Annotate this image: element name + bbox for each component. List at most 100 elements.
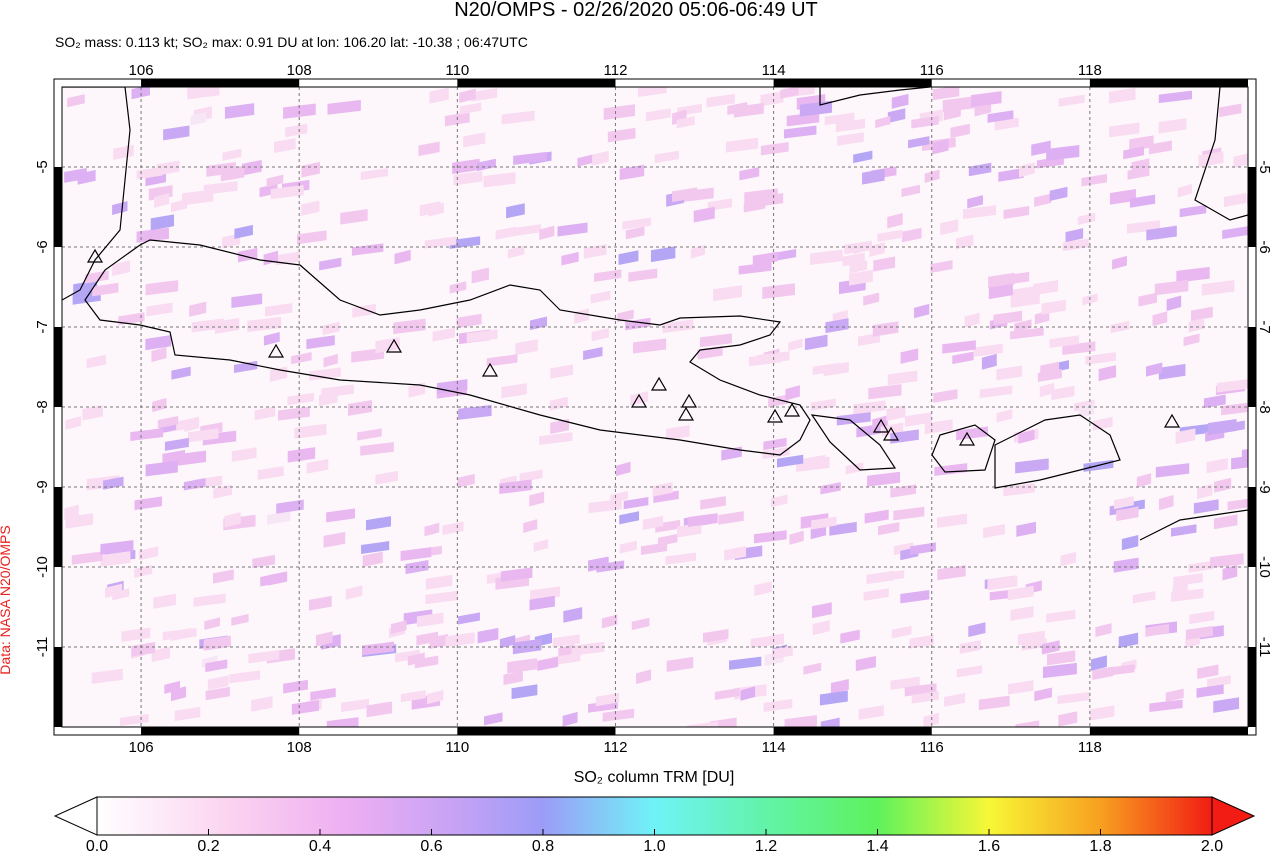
lat-tick-label: -11 <box>34 637 51 658</box>
so2-pixel <box>65 513 94 529</box>
so2-pixel <box>112 588 130 601</box>
so2-pixel <box>512 224 542 237</box>
so2-pixel <box>923 712 939 727</box>
so2-pixel <box>212 569 234 584</box>
so2-pixel <box>1222 226 1248 239</box>
so2-pixel <box>770 494 788 508</box>
so2-pixel <box>853 400 886 415</box>
so2-pixel <box>750 634 785 649</box>
so2-pixel <box>940 219 959 236</box>
so2-pixel <box>345 585 363 600</box>
frame-bar <box>773 727 932 735</box>
so2-pixel <box>171 366 191 380</box>
so2-pixel <box>119 713 149 726</box>
so2-pixel <box>901 227 922 243</box>
so2-pixel <box>603 104 636 120</box>
so2-pixel <box>561 251 579 266</box>
so2-pixel <box>254 406 276 421</box>
so2-pixel <box>1010 605 1034 621</box>
so2-pixel <box>840 629 860 644</box>
so2-pixel <box>91 668 123 684</box>
so2-pixel <box>260 573 281 587</box>
frame-bar <box>1248 327 1256 407</box>
so2-pixel <box>943 105 961 121</box>
so2-pixel <box>825 318 849 334</box>
so2-pixel <box>1188 318 1205 333</box>
so2-pixel <box>642 515 664 530</box>
lat-tick-label: -11 <box>1256 637 1272 658</box>
so2-pixel <box>887 212 903 229</box>
so2-pixel <box>934 463 968 476</box>
so2-pixel <box>495 226 517 240</box>
so2-pixel <box>156 160 180 176</box>
so2-pixel <box>607 127 636 143</box>
so2-pixel <box>988 283 1013 300</box>
so2-pixel <box>1223 193 1247 207</box>
so2-pixel <box>933 389 958 403</box>
so2-pixel <box>361 541 390 554</box>
so2-pixel <box>267 510 291 525</box>
so2-pixel <box>583 347 603 361</box>
so2-pixel <box>836 412 871 426</box>
so2-pixel <box>771 645 793 660</box>
so2-pixel <box>714 687 740 700</box>
so2-pixel <box>1129 194 1156 208</box>
so2-pixel <box>983 524 1005 539</box>
so2-pixel <box>952 351 974 365</box>
so2-pixel <box>666 656 694 673</box>
so2-pixel <box>154 193 170 208</box>
so2-pixel <box>145 335 172 351</box>
so2-pixel <box>868 384 902 400</box>
sumbawa-coast <box>994 414 1121 489</box>
so2-pixel <box>623 497 649 510</box>
so2-pixel <box>287 447 316 463</box>
so2-pixel <box>459 102 482 115</box>
so2-pixel <box>914 303 930 319</box>
so2-pixel <box>893 506 925 521</box>
so2-pixel <box>308 595 332 611</box>
so2-pixel <box>456 313 482 329</box>
colorbar-tick-label: 0.0 <box>86 838 108 853</box>
so2-pixel <box>1016 521 1036 537</box>
so2-pixel <box>844 240 872 255</box>
so2-pixel <box>231 613 249 626</box>
so2-pixel <box>416 631 439 646</box>
so2-pixel <box>67 94 85 108</box>
so2-pixel <box>971 91 1002 108</box>
so2-pixel <box>499 635 516 649</box>
so2-pixel <box>799 100 833 117</box>
tick-labels: 106 106 108 108 110 110 112 112 114 114 116 116 118 1… <box>34 62 1272 756</box>
so2-pixel <box>652 482 673 497</box>
lat-tick-label: -8 <box>1256 400 1272 413</box>
so2-pixel <box>188 428 219 443</box>
so2-pixel <box>955 234 974 250</box>
so2-pixel <box>1210 553 1244 569</box>
so2-pixel <box>1058 94 1085 107</box>
so2-pixel <box>1034 310 1050 325</box>
so2-pixel <box>706 93 735 108</box>
so2-pixel <box>963 205 997 219</box>
so2-pixel <box>452 158 480 175</box>
lon-tick-label: 114 <box>762 62 786 79</box>
so2-pixel <box>283 679 308 694</box>
lat-tick-label: -10 <box>1256 556 1272 578</box>
so2-pixel <box>121 627 151 642</box>
so2-pixel <box>340 698 370 712</box>
so2-pixel <box>1017 630 1045 646</box>
so2-pixel <box>591 327 609 342</box>
so2-pixel <box>998 168 1024 182</box>
so2-pixel <box>1165 688 1184 702</box>
so2-pixel <box>1015 458 1049 474</box>
so2-pixel <box>501 110 535 125</box>
so2-pixel <box>740 686 756 701</box>
so2-pixel <box>294 423 327 439</box>
so2-pixel <box>763 698 793 713</box>
so2-pixel <box>729 656 762 670</box>
so2-pixel <box>264 302 293 317</box>
so2-pixel <box>890 484 916 498</box>
so2-pixel <box>724 546 747 561</box>
so2-pixel <box>234 224 253 239</box>
colorbar-under <box>53 796 98 836</box>
so2-pixel <box>181 189 214 206</box>
so2-pixel <box>506 203 525 219</box>
